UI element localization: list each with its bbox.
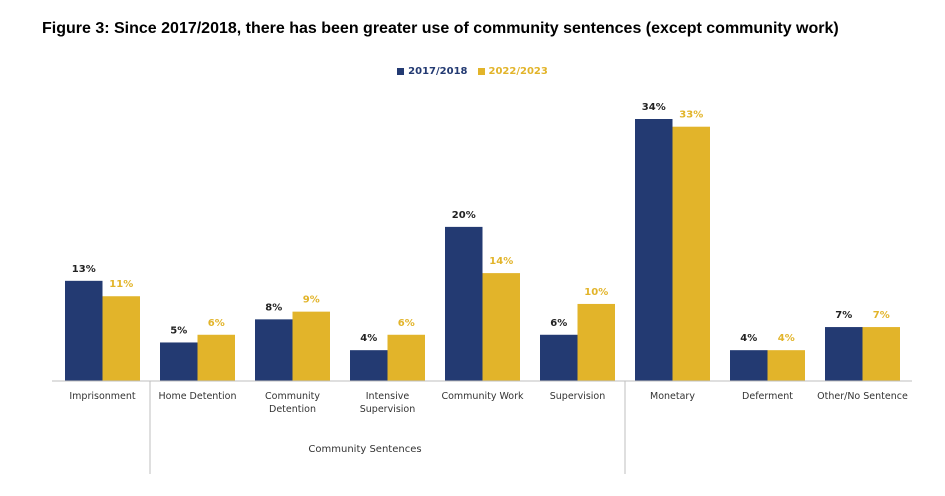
data-label-home-detention-2022-2023: 6% xyxy=(208,318,225,329)
bar-other-no-sentence-2017-2018 xyxy=(825,327,863,381)
legend-label-2022-2023: 2022/2023 xyxy=(488,66,548,77)
data-label-other-no-sentence-2022-2023: 7% xyxy=(873,310,890,321)
bar-imprisonment-2022-2023 xyxy=(102,296,140,381)
category-label-imprisonment: Imprisonment xyxy=(69,391,136,402)
legend-item-2022-2023: 2022/2023 xyxy=(477,66,548,77)
chart-title: Figure 3: Since 2017/2018, there has bee… xyxy=(42,20,839,37)
bar-deferment-2022-2023 xyxy=(767,350,805,381)
data-label-supervision-2017-2018: 6% xyxy=(550,318,567,329)
data-label-other-no-sentence-2017-2018: 7% xyxy=(835,310,852,321)
data-label-imprisonment-2017-2018: 13% xyxy=(72,264,96,275)
legend-label-2017-2018: 2017/2018 xyxy=(408,66,468,77)
bar-monetary-2022-2023 xyxy=(672,126,710,382)
bar-intensive-supervision-2017-2018 xyxy=(350,350,388,381)
bar-home-detention-2022-2023 xyxy=(197,334,235,381)
category-label-community-work: Community Work xyxy=(441,391,524,402)
category-label-home-detention: Home Detention xyxy=(158,391,237,402)
data-label-supervision-2022-2023: 10% xyxy=(584,287,608,298)
data-label-community-detention-2022-2023: 9% xyxy=(303,295,320,306)
legend-swatch-2022-2023 xyxy=(477,68,485,75)
category-label-intensive-supervision: Intensive Supervision xyxy=(359,391,416,415)
bar-deferment-2017-2018 xyxy=(730,350,768,381)
bar-supervision-2017-2018 xyxy=(540,334,578,381)
data-label-monetary-2017-2018: 34% xyxy=(642,102,666,113)
category-label-deferment: Deferment xyxy=(742,391,793,402)
bar-other-no-sentence-2022-2023 xyxy=(862,327,900,381)
data-label-intensive-supervision-2022-2023: 6% xyxy=(398,318,415,329)
legend-item-2017-2018: 2017/2018 xyxy=(397,66,468,77)
bar-monetary-2017-2018 xyxy=(635,119,673,381)
data-label-community-work-2017-2018: 20% xyxy=(452,210,476,221)
bar-supervision-2022-2023 xyxy=(577,303,615,381)
category-label-community-detention: Community Detention xyxy=(265,391,320,415)
group-label-community-sentences: Community Sentences xyxy=(308,444,422,455)
category-label-other-no-sentence: Other/No Sentence xyxy=(817,391,908,402)
data-label-deferment-2022-2023: 4% xyxy=(778,333,795,344)
data-label-imprisonment-2022-2023: 11% xyxy=(109,279,133,290)
bar-community-detention-2022-2023 xyxy=(292,311,330,381)
data-label-home-detention-2017-2018: 5% xyxy=(170,325,187,336)
data-label-community-work-2022-2023: 14% xyxy=(489,256,513,267)
bar-community-work-2022-2023 xyxy=(482,273,520,381)
category-label-supervision: Supervision xyxy=(549,391,606,402)
data-label-intensive-supervision-2017-2018: 4% xyxy=(360,333,377,344)
data-label-community-detention-2017-2018: 8% xyxy=(265,302,282,313)
category-label-monetary: Monetary xyxy=(650,391,695,402)
data-label-deferment-2017-2018: 4% xyxy=(740,333,757,344)
data-label-monetary-2022-2023: 33% xyxy=(679,110,703,121)
bar-home-detention-2017-2018 xyxy=(160,342,198,381)
bar-intensive-supervision-2022-2023 xyxy=(387,334,425,381)
bar-imprisonment-2017-2018 xyxy=(65,280,103,381)
legend: 2017/2018 2022/2023 xyxy=(0,66,945,77)
legend-swatch-2017-2018 xyxy=(397,68,405,75)
bar-community-detention-2017-2018 xyxy=(255,319,293,381)
bar-community-work-2017-2018 xyxy=(445,226,483,381)
